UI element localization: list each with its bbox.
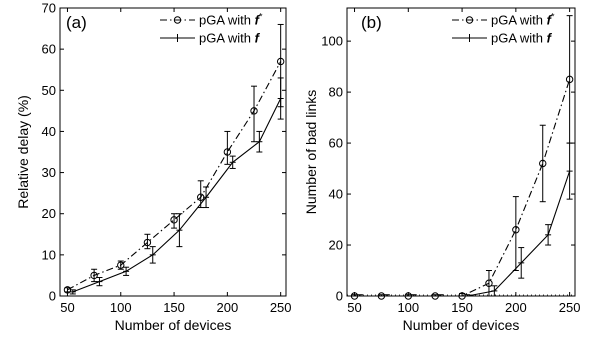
y-tick-label: 40	[329, 187, 343, 202]
legend-marker	[465, 16, 474, 24]
plot-frame	[346, 7, 576, 297]
x-tick-label: 100	[110, 300, 132, 315]
y-tick-label: 100	[321, 34, 343, 49]
y-tick-label: 60	[329, 136, 343, 151]
legend-superscript: *	[259, 12, 263, 22]
data-point	[565, 75, 574, 84]
legend-f: f	[255, 13, 261, 28]
data-point	[485, 279, 493, 287]
x-tick-label: 250	[559, 300, 581, 315]
legend-superscript: *	[551, 12, 555, 22]
y-tick-label: 20	[42, 206, 56, 221]
data-point	[170, 216, 178, 224]
panel-label: (a)	[66, 13, 87, 32]
x-axis-label: Number of devices	[403, 317, 520, 333]
x-tick-label: 50	[347, 300, 361, 315]
panel-a: 50 100 150 200 250 0 10 20 30 40 50 60 70 Number of d…	[15, 1, 292, 334]
y-axis-label: Number of bad links	[303, 90, 319, 215]
data-point	[250, 107, 258, 115]
x-tick-label: 150	[163, 300, 185, 315]
series-line-2	[72, 98, 282, 293]
legend-f: f	[547, 31, 553, 46]
legend-label-1: pGA with f*	[199, 12, 263, 28]
data-point	[539, 159, 547, 168]
legend-label-1: pGA with f*	[491, 12, 555, 28]
series-line-1	[67, 61, 282, 291]
series-line-1	[354, 79, 571, 297]
y-tick-label: 0	[336, 289, 343, 304]
y-tick-label: 60	[42, 42, 56, 57]
x-tick-label: 200	[505, 300, 527, 315]
data-point	[143, 238, 152, 247]
legend-f: f	[255, 31, 261, 46]
legend-label-2: pGA with f	[199, 31, 261, 46]
y-tick-label: 50	[42, 83, 56, 98]
y-axis-label: Relative delay (%)	[15, 95, 31, 209]
x-tick-label: 200	[217, 300, 239, 315]
legend-name: pGA with	[491, 13, 547, 28]
x-tick-label: 50	[60, 300, 74, 315]
y-tick-label: 0	[49, 289, 56, 304]
data-point	[117, 261, 125, 269]
data-point	[223, 148, 232, 156]
data-point	[276, 57, 285, 66]
y-tick-label: 40	[42, 124, 56, 139]
y-tick-label: 10	[42, 247, 56, 262]
y-tick-label: 70	[42, 1, 56, 16]
legend-label-2: pGA with f	[491, 31, 553, 46]
panel-label: (b)	[361, 13, 382, 32]
y-tick-label: 80	[329, 85, 343, 100]
x-tick-label: 250	[270, 300, 292, 315]
y-tick-label: 30	[42, 165, 56, 180]
data-point	[90, 271, 98, 280]
panel-b: 50 100 150 200 250 0 20 40 60 80 100 Number of devi…	[303, 7, 581, 333]
x-tick-label: 100	[397, 300, 419, 315]
legend-name: pGA with	[199, 13, 255, 28]
legend-marker	[173, 16, 182, 24]
series-line-2	[359, 170, 571, 297]
plot-frame	[59, 7, 287, 297]
legend-name: pGA with	[491, 31, 547, 46]
legend-name: pGA with	[199, 31, 255, 46]
y-tick-label: 20	[329, 238, 343, 253]
legend-f: f	[547, 13, 553, 28]
data-point	[512, 226, 520, 234]
x-axis-label: Number of devices	[115, 317, 232, 333]
x-tick-label: 150	[451, 300, 473, 315]
